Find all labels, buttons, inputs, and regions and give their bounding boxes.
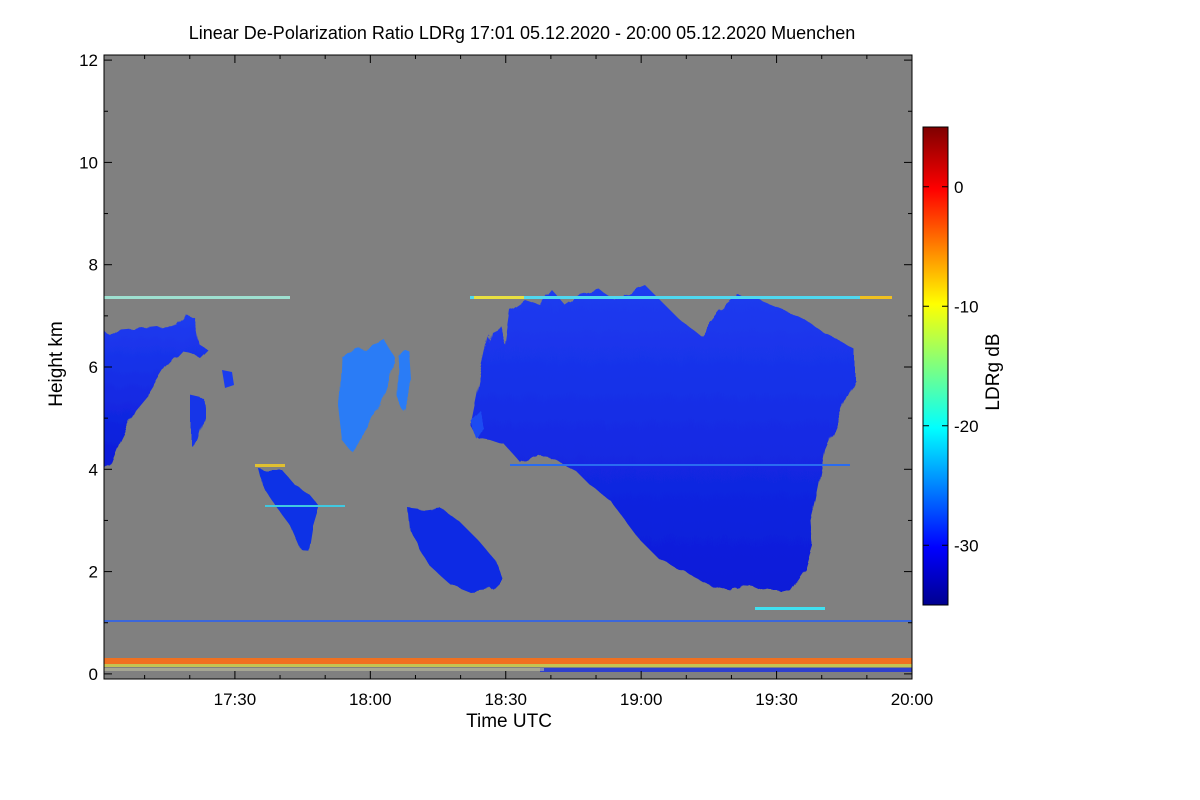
y-tick-label: 4: [89, 460, 98, 479]
layer-1km: [104, 620, 912, 622]
y-tick-label: 2: [89, 563, 98, 582]
layer-7km-accent: [860, 296, 892, 299]
cloud-fragment: [190, 395, 205, 445]
y-tick-label: 12: [79, 51, 98, 70]
cloud-patch-light: [338, 340, 392, 450]
cloud-cirrus-left: [104, 315, 208, 470]
layer-1km-light: [755, 607, 825, 610]
x-tick-label: 20:00: [891, 690, 934, 709]
layer-ground: [540, 668, 912, 672]
layer-4km: [510, 464, 850, 466]
colorbar-label: LDRg dB: [983, 333, 1004, 410]
y-tick-label: 8: [89, 256, 98, 275]
x-tick-label: 19:30: [755, 690, 798, 709]
cloud-fragment: [396, 352, 412, 410]
layer-near-ground: [104, 658, 912, 664]
cloud-midlevel-1: [260, 470, 318, 550]
colorbar: [922, 126, 949, 606]
x-tick-label: 18:00: [349, 690, 392, 709]
x-axis: 17:30 18:00 18:30 19:00 19:30 20:00: [144, 55, 934, 709]
cloud-fragment: [222, 370, 234, 388]
colorbar-ticks: 0 -10 -20 -30: [923, 178, 979, 555]
x-tick-label: 19:00: [620, 690, 663, 709]
layer-near-ground: [104, 664, 912, 667]
y-axis: 0 2 4 6 8 10 12: [79, 51, 912, 684]
y-tick-label: 10: [79, 153, 98, 172]
cloud-midlevel-2: [408, 508, 502, 592]
layer-7km: [104, 296, 290, 299]
layer-7km: [470, 296, 890, 299]
x-tick-label: 17:30: [214, 690, 257, 709]
layer-ground-light: [104, 668, 544, 671]
cloud-cirrus-main: [470, 285, 855, 590]
layer-7km-accent: [474, 296, 524, 299]
colorbar-tick-label: -30: [954, 536, 979, 555]
y-tick-label: 6: [89, 358, 98, 377]
ldr-field: [104, 285, 912, 672]
y-axis-title: Height km: [46, 321, 67, 407]
y-tick-label: 0: [89, 665, 98, 684]
layer-3km: [265, 505, 345, 507]
cloud-fragment: [470, 410, 485, 438]
colorbar-tick-label: -20: [954, 417, 979, 436]
x-tick-label: 18:30: [484, 690, 527, 709]
colorbar-tick-label: 0: [954, 178, 963, 197]
chart-title: Linear De-Polarization Ratio LDRg 17:01 …: [189, 23, 855, 43]
layer-4km-accent: [255, 464, 285, 467]
colorbar-tick-label: -10: [954, 297, 979, 316]
x-axis-title: Time UTC: [466, 711, 552, 732]
